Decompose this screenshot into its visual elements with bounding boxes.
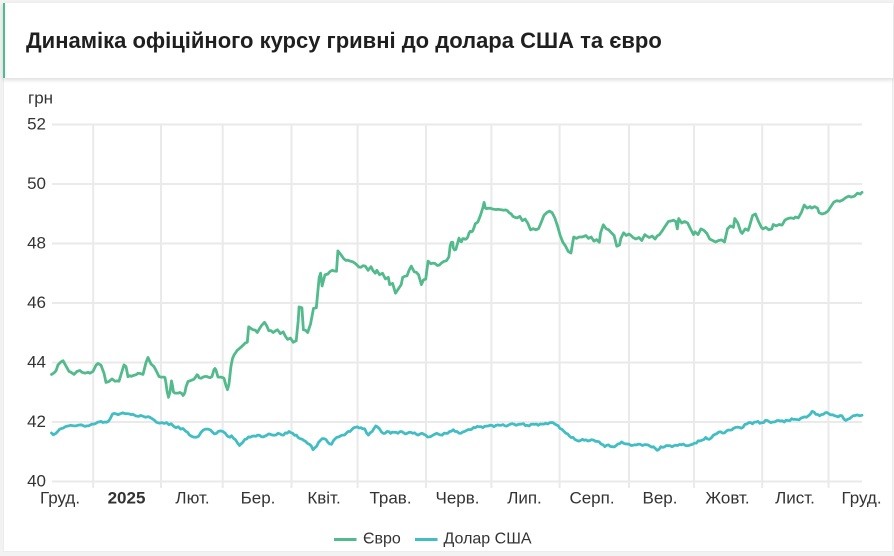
svg-text:Груд.: Груд. bbox=[841, 489, 881, 508]
svg-text:50: 50 bbox=[27, 174, 46, 193]
svg-text:Груд.: Груд. bbox=[40, 489, 80, 508]
svg-text:Бер.: Бер. bbox=[241, 489, 276, 508]
svg-text:46: 46 bbox=[27, 293, 46, 312]
svg-text:40: 40 bbox=[27, 472, 46, 491]
svg-text:Квіт.: Квіт. bbox=[307, 489, 340, 508]
svg-text:42: 42 bbox=[27, 412, 46, 431]
svg-text:Черв.: Черв. bbox=[436, 489, 480, 508]
svg-text:Євро: Євро bbox=[363, 531, 401, 548]
svg-text:Трав.: Трав. bbox=[369, 489, 411, 508]
svg-text:Серп.: Серп. bbox=[569, 489, 614, 508]
svg-text:грн: грн bbox=[28, 89, 53, 108]
svg-text:Долар США: Долар США bbox=[444, 531, 532, 548]
svg-text:Лип.: Лип. bbox=[507, 489, 542, 508]
svg-text:Вер.: Вер. bbox=[643, 489, 678, 508]
svg-text:2025: 2025 bbox=[108, 489, 146, 508]
svg-text:48: 48 bbox=[27, 234, 46, 253]
svg-text:Лют.: Лют. bbox=[175, 489, 209, 508]
svg-text:Лист.: Лист. bbox=[775, 489, 815, 508]
svg-text:52: 52 bbox=[27, 115, 46, 134]
svg-text:44: 44 bbox=[27, 353, 46, 372]
svg-text:Жовт.: Жовт. bbox=[705, 489, 749, 508]
